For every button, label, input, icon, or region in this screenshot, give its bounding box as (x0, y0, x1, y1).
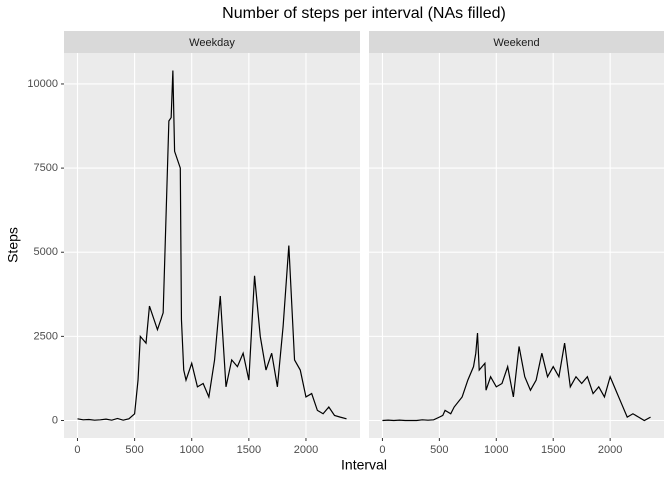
strip (369, 31, 664, 53)
line (77, 70, 347, 421)
strip (64, 31, 360, 53)
panel-background (369, 53, 664, 438)
x-tick-label: 1500 (541, 444, 565, 456)
line (382, 332, 651, 422)
strip-label: Weekday (189, 37, 235, 49)
x-tick-label: 1000 (179, 444, 203, 456)
y-tick-label: 0 (52, 414, 58, 426)
x-tick-label: 1500 (237, 444, 261, 456)
x-tick-label: 0 (74, 444, 80, 456)
x-tick-label: 500 (125, 444, 143, 456)
y-tick-label: 2500 (34, 330, 58, 342)
x-tick-label: 2000 (294, 444, 318, 456)
y-axis-title: Steps (5, 227, 21, 263)
x-tick-label: 1000 (484, 444, 508, 456)
x-tick-label: 0 (379, 444, 385, 456)
y-tick-label: 5000 (34, 246, 58, 258)
x-tick-label: 2000 (598, 444, 622, 456)
x-axis-title: Interval (341, 457, 387, 473)
y-tick-label: 10000 (27, 78, 58, 90)
x-tick-label: 500 (430, 444, 448, 456)
chart-title: Number of steps per interval (NAs filled… (222, 5, 506, 22)
y-tick-label: 7500 (34, 162, 58, 174)
strip-label: Weekend (493, 37, 539, 49)
